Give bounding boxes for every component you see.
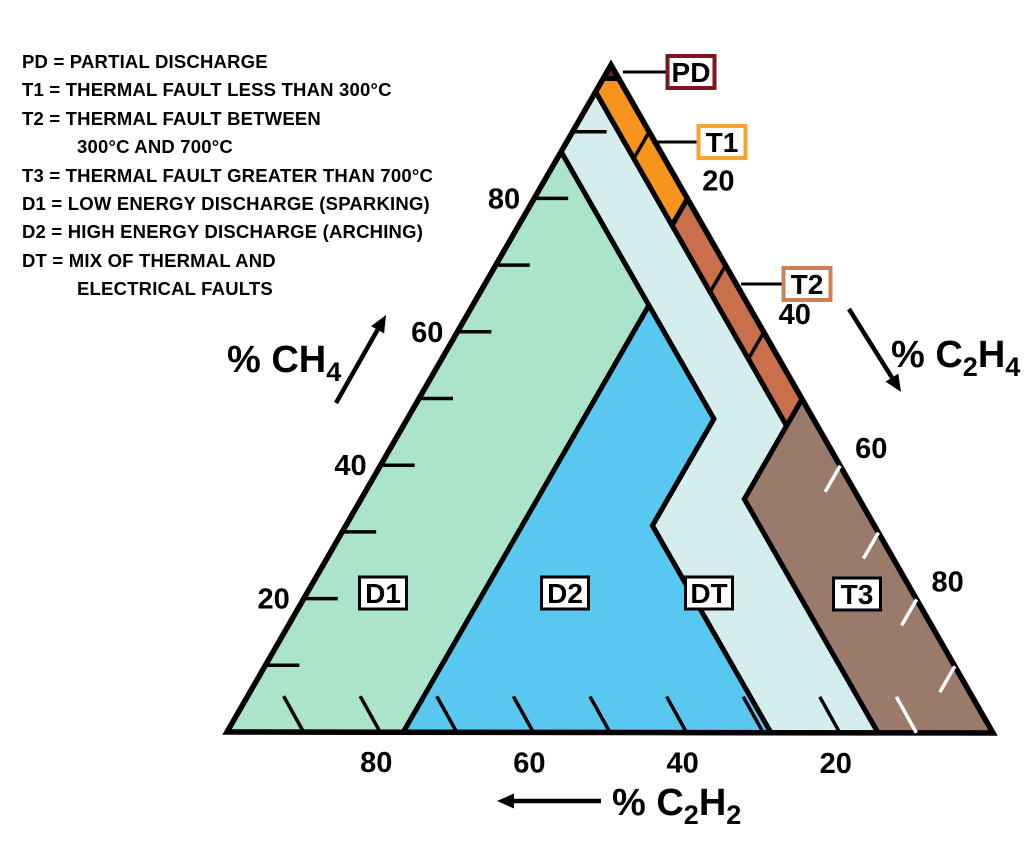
legend-line: T3 = THERMAL FAULT GREATER THAN 700°C <box>22 164 434 186</box>
zone-label-box-D2 <box>540 575 590 611</box>
zone-legend: PD = PARTIAL DISCHARGE T1 = THERMAL FAULT… <box>22 48 433 304</box>
bottom-axis-tick-60 <box>511 695 535 734</box>
bottom-axis-tick-label: 60 <box>513 747 545 779</box>
right-axis-tick-60 <box>823 464 842 493</box>
right-axis-tick-label: 80 <box>931 566 963 598</box>
zone-label-T2: T2 <box>791 269 824 300</box>
bottom-axis-tick-label: 40 <box>666 748 698 780</box>
zone-label-D1: D1 <box>365 578 401 609</box>
ch4-axis-arrow <box>334 328 380 405</box>
right-axis-tick-40 <box>747 331 766 360</box>
zone-label-D2: D2 <box>547 578 583 609</box>
right-axis-tick-90 <box>938 665 957 694</box>
c2h4-axis-title: % C2H4 <box>891 334 1020 382</box>
ch4-axis-title: % CH4 <box>227 339 341 387</box>
c2h4-axis-arrow <box>847 307 894 379</box>
bottom-axis-tick-label: 20 <box>820 748 852 780</box>
bottom-axis-tick-label: 80 <box>360 747 392 779</box>
zone-region-D2 <box>398 300 776 736</box>
bottom-axis-tick-10 <box>894 696 918 734</box>
legend-line: D1 = LOW ENERGY DISCHARGE (SPARKING) <box>22 193 430 215</box>
right-axis-tick-10 <box>632 130 651 159</box>
legend-line: DT = MIX OF THERMAL AND <box>22 249 276 271</box>
legend-line: 300°C AND 700°C <box>77 136 233 158</box>
bottom-axis-tick-80 <box>358 695 382 734</box>
zone-label-box-PD <box>665 54 717 90</box>
right-axis-tick-80 <box>900 598 919 627</box>
zone-label-PD: PD <box>672 57 711 88</box>
bottom-axis-tick-20 <box>818 695 842 734</box>
left-axis-tick-label: 20 <box>258 584 290 616</box>
left-axis-tick-label: 60 <box>411 317 443 349</box>
zone-label-box-D1 <box>358 575 408 611</box>
c2h2-axis-arrowhead <box>497 793 514 809</box>
right-axis-tick-70 <box>861 531 880 560</box>
left-axis-tick-label: 80 <box>488 183 520 215</box>
ch4-axis-arrowhead <box>371 315 386 334</box>
legend-line: T2 = THERMAL FAULT BETWEEN <box>22 107 321 129</box>
bottom-axis-tick-50 <box>588 695 612 734</box>
zone-label-box-T3 <box>832 576 882 612</box>
bottom-axis-tick-70 <box>435 695 459 734</box>
right-axis-tick-label: 60 <box>855 433 887 465</box>
zone-label-T1: T1 <box>706 127 739 158</box>
zone-label-T3: T3 <box>841 579 874 610</box>
right-axis-tick-30 <box>709 264 728 293</box>
right-axis-tick-20 <box>670 197 689 226</box>
left-axis-tick-label: 40 <box>334 450 366 482</box>
c2h4-axis-arrowhead <box>885 373 901 392</box>
c2h2-axis-title: % C2H2 <box>612 782 741 830</box>
bottom-axis-tick-40 <box>665 695 689 734</box>
legend-line: D2 = HIGH ENERGY DISCHARGE (ARCHING) <box>22 221 424 243</box>
zone-label-DT: DT <box>690 578 727 609</box>
legend-line: ELECTRICAL FAULTS <box>77 278 273 300</box>
legend-line: T1 = THERMAL FAULT LESS THAN 300°C <box>22 79 392 101</box>
bottom-axis-tick-90 <box>282 695 306 733</box>
legend-line: PD = PARTIAL DISCHARGE <box>22 51 268 72</box>
zone-label-box-T2 <box>781 266 833 302</box>
right-axis-tick-label: 20 <box>702 166 734 198</box>
zone-label-box-T1 <box>696 124 748 160</box>
zone-label-box-DT <box>684 575 734 611</box>
bottom-axis-tick-30 <box>741 695 765 734</box>
right-axis-tick-label: 40 <box>779 299 811 331</box>
